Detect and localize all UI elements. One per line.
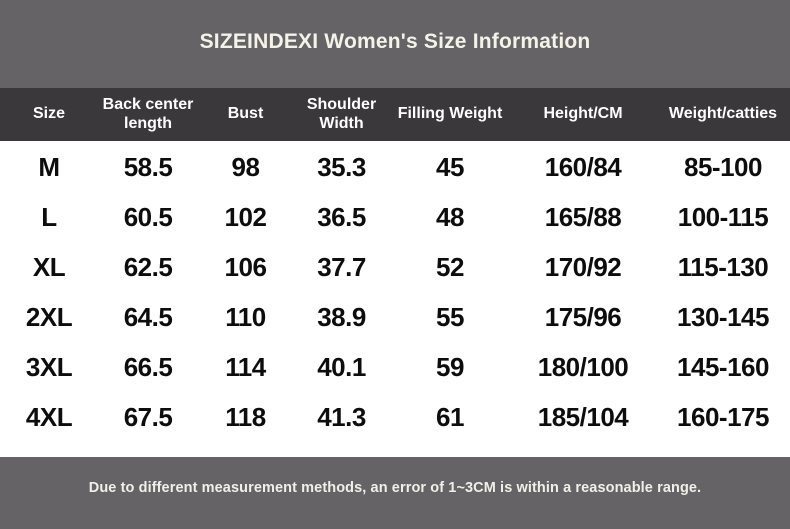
cell-size: XL bbox=[32, 251, 66, 282]
table-header-row: Size Back center length Bust Shoulder Wi… bbox=[0, 88, 790, 141]
cell-back-center-length: 58.5 bbox=[123, 151, 173, 182]
cell-shoulder-width: 37.7 bbox=[317, 251, 366, 282]
column-header-back-center-length: Back center length bbox=[102, 96, 194, 132]
table-row-m: M 58.5 98 35.3 45 160/84 85-100 bbox=[0, 142, 790, 192]
cell-filling-weight: 55 bbox=[436, 301, 464, 332]
cell-shoulder-width: 38.9 bbox=[317, 301, 366, 332]
cell-filling-weight: 59 bbox=[436, 351, 464, 382]
cell-height: 175/96 bbox=[544, 301, 622, 332]
table-body: M 58.5 98 35.3 45 160/84 85-100 L 60.5 1… bbox=[0, 141, 790, 442]
cell-bust: 106 bbox=[224, 251, 267, 282]
cell-bust: 114 bbox=[225, 351, 266, 382]
cell-filling-weight: 48 bbox=[436, 201, 464, 232]
cell-weight: 145-160 bbox=[677, 351, 769, 382]
column-header-filling-weight: Filling Weight bbox=[397, 105, 503, 123]
cell-back-center-length: 67.5 bbox=[123, 401, 173, 432]
cell-bust: 110 bbox=[225, 301, 266, 332]
cell-back-center-length: 62.5 bbox=[123, 251, 173, 282]
spacer bbox=[0, 442, 790, 457]
cell-weight: 160-175 bbox=[677, 401, 769, 432]
cell-bust: 98 bbox=[231, 151, 260, 182]
footer-banner: Due to different measurement methods, an… bbox=[0, 457, 790, 529]
table-row-4xl: 4XL 67.5 118 41.3 61 185/104 160-175 bbox=[0, 392, 790, 442]
cell-back-center-length: 66.5 bbox=[123, 351, 173, 382]
cell-size: M bbox=[38, 151, 60, 182]
cell-height: 180/100 bbox=[537, 351, 629, 382]
cell-size: L bbox=[41, 201, 57, 232]
cell-back-center-length: 60.5 bbox=[123, 201, 173, 232]
table-row-2xl: 2XL 64.5 110 38.9 55 175/96 130-145 bbox=[0, 292, 790, 342]
cell-height: 165/88 bbox=[544, 201, 622, 232]
cell-bust: 102 bbox=[224, 201, 267, 232]
cell-height: 170/92 bbox=[544, 251, 622, 282]
cell-weight: 130-145 bbox=[677, 301, 769, 332]
cell-weight: 100-115 bbox=[677, 201, 769, 232]
cell-shoulder-width: 41.3 bbox=[317, 401, 366, 432]
cell-shoulder-width: 35.3 bbox=[317, 151, 366, 182]
cell-size: 4XL bbox=[25, 401, 73, 432]
cell-filling-weight: 52 bbox=[436, 251, 464, 282]
column-header-height-cm: Height/CM bbox=[543, 105, 623, 123]
cell-size: 2XL bbox=[25, 301, 73, 332]
cell-shoulder-width: 40.1 bbox=[317, 351, 366, 382]
cell-height: 160/84 bbox=[544, 151, 622, 182]
cell-weight: 85-100 bbox=[684, 151, 762, 182]
cell-weight: 115-130 bbox=[677, 251, 769, 282]
cell-bust: 118 bbox=[225, 401, 266, 432]
measurement-disclaimer: Due to different measurement methods, an… bbox=[88, 480, 702, 496]
page-title: SIZEINDEXI Women's Size Information bbox=[199, 30, 591, 53]
table-row-l: L 60.5 102 36.5 48 165/88 100-115 bbox=[0, 192, 790, 242]
column-header-size: Size bbox=[32, 105, 65, 123]
cell-size: 3XL bbox=[25, 351, 73, 382]
cell-filling-weight: 61 bbox=[436, 401, 464, 432]
cell-height: 185/104 bbox=[537, 401, 629, 432]
table-row-3xl: 3XL 66.5 114 40.1 59 180/100 145-160 bbox=[0, 342, 790, 392]
column-header-weight-catties: Weight/catties bbox=[668, 105, 778, 123]
title-banner: SIZEINDEXI Women's Size Information bbox=[0, 0, 790, 88]
cell-back-center-length: 64.5 bbox=[123, 301, 173, 332]
cell-filling-weight: 45 bbox=[436, 151, 464, 182]
column-header-bust: Bust bbox=[227, 105, 264, 123]
table-row-xl: XL 62.5 106 37.7 52 170/92 115-130 bbox=[0, 242, 790, 292]
column-header-shoulder-width: Shoulder Width bbox=[306, 96, 377, 132]
cell-shoulder-width: 36.5 bbox=[317, 201, 366, 232]
